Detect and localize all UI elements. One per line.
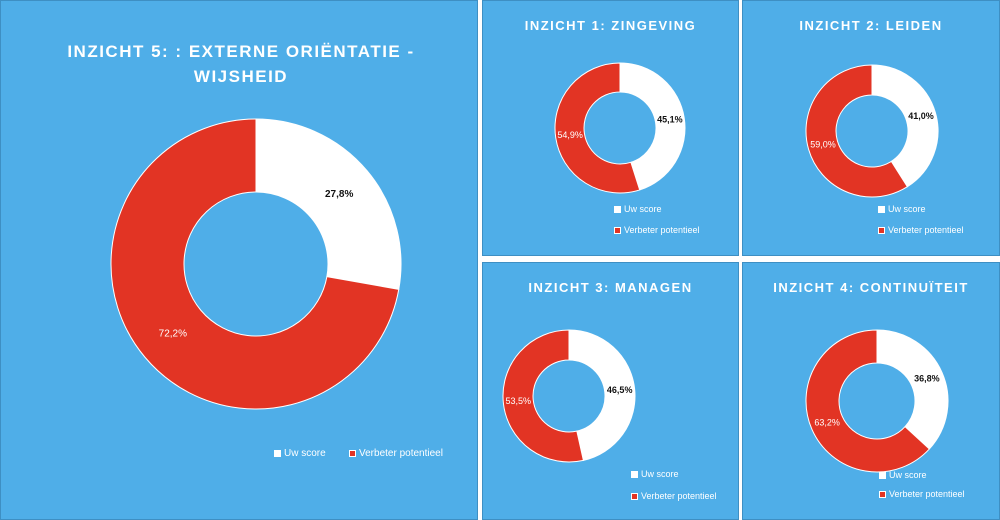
donut-slice-score: [568, 329, 636, 462]
legend-item-potential: Verbeter potentieel: [879, 489, 965, 499]
legend-swatch-potential: [879, 490, 886, 498]
data-label: 45,1%: [657, 115, 683, 125]
legend-item-score: Uw score: [274, 448, 326, 459]
chart-panel-inzicht-2: INZICHT 2: LEIDEN 41,0% 59,0% Uw score Ve…: [742, 0, 1000, 256]
donut-slice-score: [871, 64, 939, 188]
legend-item-score: Uw score: [614, 204, 662, 214]
legend-swatch-potential: [614, 226, 621, 234]
legend-item-score: Uw score: [879, 470, 927, 480]
donut-slice-potential: [502, 329, 584, 463]
legend-swatch-potential: [349, 450, 356, 457]
legend-label: Verbeter potentieel: [888, 225, 964, 235]
donut-chart: 46,5% 53,5%: [502, 329, 636, 463]
donut-chart: 41,0% 59,0%: [805, 64, 939, 198]
chart-panel-inzicht-4: INZICHT 4: CONTINUÏTEIT 36,8% 63,2% Uw sc…: [742, 262, 1000, 520]
donut-slice-score: [255, 118, 402, 290]
legend-swatch-score: [614, 205, 621, 213]
legend-item-potential: Verbeter potentieel: [614, 225, 700, 235]
legend-label: Uw score: [624, 204, 662, 214]
donut-chart: 45,1% 54,9%: [554, 62, 686, 194]
donut-slice-score: [619, 62, 686, 191]
legend-item-potential: Verbeter potentieel: [349, 448, 443, 459]
legend-swatch-score: [878, 205, 885, 213]
donut-slice-potential: [554, 62, 641, 194]
donut-slice-potential: [110, 118, 400, 410]
legend-label: Uw score: [889, 470, 927, 480]
legend-label: Verbeter potentieel: [641, 491, 717, 501]
data-label: 46,5%: [607, 385, 633, 395]
chart-title: INZICHT 3: MANAGEN: [528, 280, 693, 295]
donut-chart: 27,8% 72,2%: [110, 118, 402, 410]
chart-panel-inzicht-1: INZICHT 1: ZINGEVING 45,1% 54,9% Uw score…: [482, 0, 739, 256]
chart-title: INZICHT 1: ZINGEVING: [524, 18, 697, 33]
legend-item-potential: Verbeter potentieel: [631, 491, 717, 501]
data-label: 72,2%: [159, 328, 187, 339]
legend-swatch-score: [631, 470, 638, 478]
data-label: 59,0%: [810, 140, 836, 150]
legend-label: Verbeter potentieel: [624, 225, 700, 235]
data-label: 53,5%: [506, 396, 532, 406]
donut-slice-score: [876, 329, 949, 450]
data-label: 36,8%: [914, 373, 940, 383]
legend-swatch-score: [879, 471, 886, 479]
legend-item-potential: Verbeter potentieel: [878, 225, 964, 235]
chart-title: INZICHT 4: CONTINUÏTEIT: [773, 280, 969, 295]
chart-title: INZICHT 2: LEIDEN: [799, 18, 943, 33]
data-label: 63,2%: [814, 417, 840, 427]
legend-label: Verbeter potentieel: [889, 489, 965, 499]
chart-panel-inzicht-3: INZICHT 3: MANAGEN 46,5% 53,5% Uw score V…: [482, 262, 739, 520]
data-label: 41,0%: [908, 111, 934, 121]
legend-swatch-potential: [878, 226, 885, 234]
data-label: 54,9%: [557, 130, 583, 140]
legend-label: Verbeter potentieel: [359, 448, 443, 459]
chart-title: INZICHT 5: : EXTERNE ORIËNTATIE - WIJSHE…: [67, 42, 415, 86]
donut-slice-potential: [805, 64, 909, 198]
legend-item-score: Uw score: [878, 204, 926, 214]
legend-item-score: Uw score: [631, 469, 679, 479]
donut-chart: 36,8% 63,2%: [805, 329, 949, 473]
legend-label: Uw score: [284, 448, 326, 459]
legend-label: Uw score: [641, 469, 679, 479]
chart-panel-inzicht-5: INZICHT 5: : EXTERNE ORIËNTATIE - WIJSHE…: [0, 0, 478, 520]
data-label: 27,8%: [325, 189, 353, 200]
legend-label: Uw score: [888, 204, 926, 214]
donut-slice-potential: [805, 329, 931, 473]
legend-swatch-potential: [631, 492, 638, 500]
legend-swatch-score: [274, 450, 281, 457]
